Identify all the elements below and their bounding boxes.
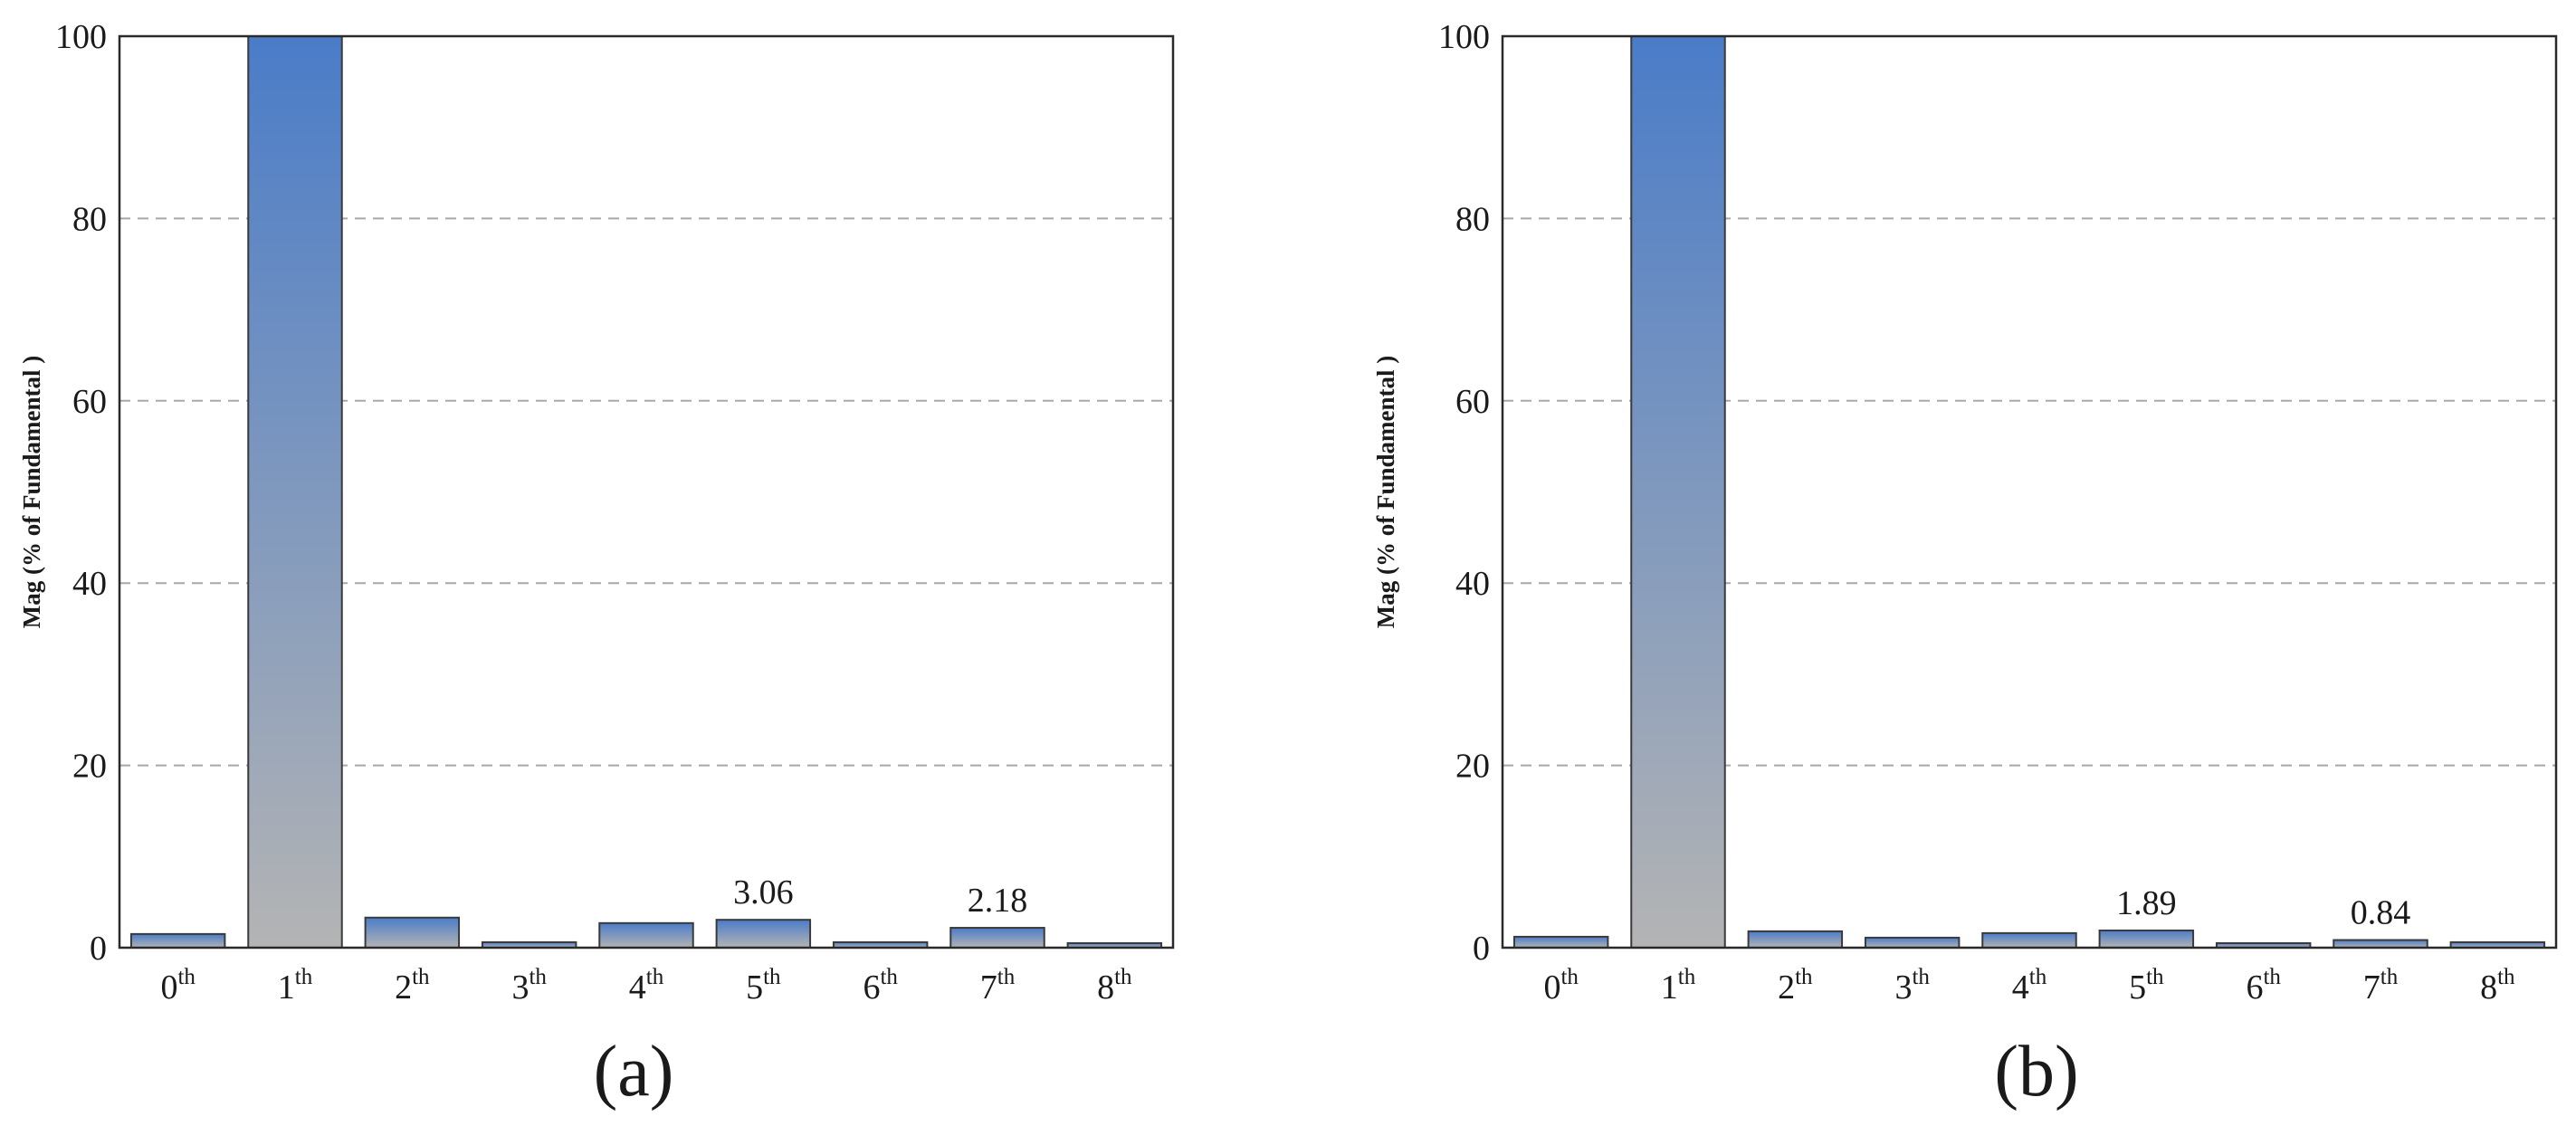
y-tick-label: 20 bbox=[72, 748, 107, 786]
bar-1 bbox=[247, 35, 343, 949]
x-tick-label: 8th bbox=[2480, 965, 2515, 1007]
bar-7 bbox=[949, 927, 1045, 949]
x-tick-label: 5th bbox=[746, 965, 781, 1007]
y-tick-label: 40 bbox=[1455, 565, 1490, 603]
chart-panel-a: 0 20 40 60 80 100 0th 1th 2th 3th 4th 5th 6th 7th 8th 3… bbox=[18, 18, 1175, 1112]
bar-7 bbox=[2333, 939, 2428, 949]
x-tick-label: 1th bbox=[1661, 965, 1696, 1007]
y-tick-label: 0 bbox=[90, 930, 107, 968]
plot-frame bbox=[1501, 34, 2558, 949]
y-tick-label: 80 bbox=[72, 200, 107, 238]
x-tick-label: 4th bbox=[629, 965, 664, 1007]
plot-frame bbox=[118, 34, 1175, 949]
y-tick-label: 80 bbox=[1455, 200, 1490, 238]
bar-1 bbox=[1630, 35, 1726, 949]
bar-3 bbox=[1864, 936, 1961, 949]
x-tick-label: 1th bbox=[278, 965, 313, 1007]
bar-2 bbox=[364, 916, 461, 949]
data-label: 3.06 bbox=[733, 873, 794, 911]
x-tick-label: 3th bbox=[511, 965, 547, 1007]
bar-4 bbox=[598, 921, 694, 949]
panel-label: (a) bbox=[594, 1032, 674, 1112]
y-tick-label: 60 bbox=[1455, 383, 1490, 421]
y-tick-label: 100 bbox=[1438, 18, 1490, 56]
x-tick-label: 6th bbox=[863, 965, 898, 1007]
x-tick-label: 2th bbox=[395, 965, 430, 1007]
bar-0 bbox=[1512, 935, 1609, 949]
x-tick-label: 4th bbox=[2012, 965, 2047, 1007]
bar-0 bbox=[129, 932, 226, 949]
chart-panel-b: 0 20 40 60 80 100 0th 1th 2th 3th 4th 5th 6th 7th 8th 1… bbox=[1372, 18, 2558, 1112]
y-tick-label: 60 bbox=[72, 383, 107, 421]
x-tick-label: 7th bbox=[2363, 965, 2399, 1007]
bar-5 bbox=[2098, 929, 2195, 949]
x-tick-label: 2th bbox=[1778, 965, 1813, 1007]
bar-5 bbox=[715, 919, 812, 949]
x-tick-label: 0th bbox=[1543, 965, 1579, 1007]
y-tick-label: 20 bbox=[1455, 748, 1490, 786]
data-label: 1.89 bbox=[2116, 884, 2177, 922]
bar-4 bbox=[1981, 931, 2077, 949]
bar-2 bbox=[1747, 930, 1844, 949]
y-axis-label: Mag (% of Fundamental ) bbox=[18, 356, 45, 628]
y-tick-label: 0 bbox=[1473, 930, 1490, 968]
x-tick-label: 0th bbox=[160, 965, 196, 1007]
data-label: 0.84 bbox=[2351, 894, 2411, 932]
data-label: 2.18 bbox=[968, 882, 1028, 920]
y-tick-label: 100 bbox=[55, 18, 107, 56]
x-tick-label: 6th bbox=[2246, 965, 2281, 1007]
x-tick-label: 7th bbox=[980, 965, 1016, 1007]
x-tick-label: 3th bbox=[1894, 965, 1930, 1007]
y-tick-label: 40 bbox=[72, 565, 107, 603]
panel-label: (b) bbox=[1994, 1032, 2078, 1112]
x-tick-label: 8th bbox=[1097, 965, 1132, 1007]
y-axis-label: Mag (% of Fundamental ) bbox=[1372, 356, 1399, 628]
x-tick-label: 5th bbox=[2129, 965, 2164, 1007]
